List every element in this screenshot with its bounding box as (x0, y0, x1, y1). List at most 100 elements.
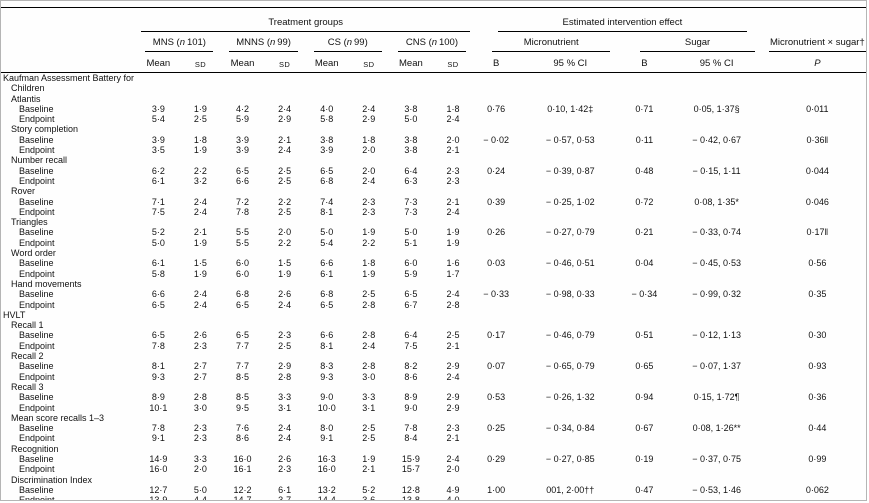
table-row: Triangles (1, 217, 866, 227)
cell: 3·8 (404, 103, 418, 114)
table-row: Kaufman Assessment Battery for Children (1, 73, 866, 94)
cell (622, 495, 666, 500)
cell: 0·08, 1·26** (692, 423, 741, 434)
cell (622, 238, 666, 248)
cell: − 0·57, 0·53 (545, 134, 595, 145)
cell (767, 464, 866, 474)
cell (518, 114, 622, 124)
cell: 6·5 (236, 330, 250, 341)
cell (264, 73, 306, 94)
cell: − 0·99, 0·32 (692, 289, 741, 300)
cell (666, 300, 766, 310)
cell (518, 475, 622, 485)
cell (518, 444, 622, 454)
cell (767, 382, 866, 392)
cell: 1·7 (446, 268, 460, 279)
cell (348, 217, 390, 227)
cell (432, 444, 474, 454)
treatment-groups-label: Treatment groups (141, 17, 471, 32)
cell (474, 145, 518, 155)
cell: 8·4 (404, 433, 418, 444)
table-row: Baseline 5·2 2·1 5·5 2·0 5·0 1·9 5·0 1·9 0·26 − 0·… (1, 227, 866, 238)
cell (264, 320, 306, 330)
cell: 0·07 (487, 361, 506, 372)
cell (622, 186, 666, 196)
cell: 1·9 (362, 227, 376, 238)
cell: 6·1 (278, 484, 292, 495)
cell: 0·25 (487, 423, 506, 434)
cell: 6·6 (151, 289, 165, 300)
cell: 9·5 (236, 402, 250, 413)
cell: 6·1 (320, 268, 334, 279)
cell: 14·4 (317, 495, 336, 501)
row-label: Recall 2 (11, 351, 44, 362)
cell (666, 464, 766, 474)
cell: 8·0 (320, 423, 334, 434)
cell: − 0·27, 0·79 (545, 227, 595, 238)
cell (518, 351, 622, 361)
table-row: Recognition (1, 444, 866, 454)
cell (390, 186, 432, 196)
cell: 7·3 (404, 206, 418, 217)
cell: 2·5 (278, 206, 292, 217)
row-label: Recall 3 (11, 381, 44, 392)
cell: 2·0 (193, 464, 207, 475)
row-label: Endpoint (19, 340, 55, 351)
col-header-mean: Mean (305, 52, 348, 73)
cell: 2·7 (193, 361, 207, 372)
cell: − 0·98, 0·33 (545, 289, 595, 300)
cell: 5·4 (320, 237, 334, 248)
cell (390, 94, 432, 104)
cell (432, 351, 474, 361)
row-label: Number recall (11, 155, 68, 166)
cell (767, 495, 866, 500)
table-row: Number recall (1, 155, 866, 166)
cell (518, 320, 622, 330)
cell (474, 300, 518, 310)
cell: 5·8 (151, 268, 165, 279)
cell (518, 248, 622, 258)
cell: 16·0 (317, 464, 336, 475)
cell: − 0·46, 0·51 (545, 258, 595, 269)
cell: 0·53 (487, 392, 506, 403)
cell (264, 382, 306, 392)
table-row: Endpoint 6·1 3·2 6·6 2·5 6·8 2·4 6·3 2·3 (1, 175, 866, 186)
header-row-columns: Mean SD Mean SD Mean SD Mean SD B 95 % C… (1, 52, 866, 73)
cell: 2·9 (446, 361, 460, 372)
cell (767, 269, 866, 279)
cell: 0·36 (808, 392, 827, 403)
cell (137, 73, 179, 94)
cell: 0·03 (487, 258, 506, 269)
cell (622, 279, 666, 289)
cell (622, 413, 666, 423)
cell (137, 94, 179, 104)
cell: 12·2 (233, 484, 252, 495)
row-label: Endpoint (19, 464, 55, 475)
cell: 9·0 (320, 392, 334, 403)
table-row: Baseline 3·9 1·8 3·9 2·1 3·8 1·8 3·8 2·0 − 0·02 − … (1, 134, 866, 145)
cell: 1·9 (446, 227, 460, 238)
cell (432, 413, 474, 423)
cell: − 0·33 (483, 289, 509, 300)
micronutrient-effect-label: Micronutrient (492, 37, 611, 52)
row-label: Baseline (19, 361, 54, 372)
cell (474, 475, 518, 485)
table-row: Discrimination Index (1, 475, 866, 485)
group-cns-header: CNS (n 100) (390, 32, 474, 52)
cell: 1·5 (278, 258, 292, 269)
cell: 8·9 (404, 392, 418, 403)
cell: 6·8 (320, 175, 334, 186)
table-row: Baseline 6·1 1·5 6·0 1·5 6·6 1·8 6·0 1·6 0·03 − 0·… (1, 258, 866, 269)
row-label: Endpoint (19, 433, 55, 444)
cell (474, 114, 518, 124)
row-label: Baseline (19, 103, 54, 114)
cell: 6·5 (236, 165, 250, 176)
cell: 2·4 (446, 289, 460, 300)
row-label: Mean score recalls 1–3 (11, 412, 105, 423)
cell (348, 310, 390, 320)
cell: 2·3 (362, 206, 376, 217)
cell (432, 310, 474, 320)
cell (666, 351, 766, 361)
cell: 0·17‖ (806, 227, 829, 238)
cell: 9·3 (151, 371, 165, 382)
